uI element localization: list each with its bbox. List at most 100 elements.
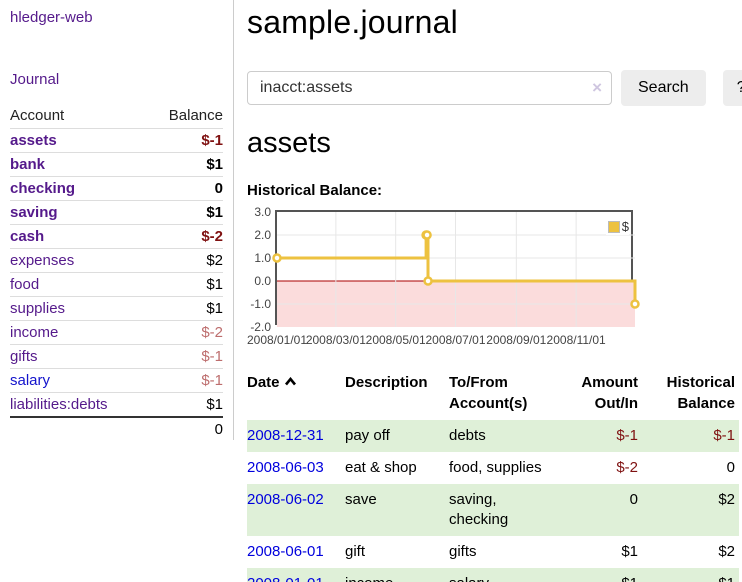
transaction-description: gift: [345, 543, 366, 560]
transaction-date-link[interactable]: 2008-06-01: [247, 543, 324, 560]
account-row: salary $-1: [10, 368, 223, 393]
account-balance: $1: [146, 272, 223, 297]
sidebar-account-link-expenses[interactable]: expenses: [10, 252, 75, 269]
account-row: supplies $1: [10, 296, 223, 321]
sidebar-account-link-food[interactable]: food: [10, 276, 40, 293]
account-balance: $1: [146, 296, 223, 321]
sidebar-account-link-income[interactable]: income: [10, 324, 59, 341]
sidebar-account-link-salary[interactable]: salary: [10, 372, 51, 389]
transaction-balance: $2: [718, 491, 735, 508]
transaction-amount: $-1: [616, 427, 638, 444]
y-tick-label: 1.0: [254, 251, 271, 265]
register-row: 2008-06-02 save saving, checking 0 $2: [247, 484, 739, 536]
accounts-header-row: Account Balance: [10, 104, 223, 129]
account-balance: $1: [146, 200, 223, 225]
sidebar-account-link-checking[interactable]: checking: [10, 180, 76, 197]
y-tick-label: 2.0: [254, 228, 271, 242]
sidebar-account-link-gifts[interactable]: gifts: [10, 348, 38, 365]
sidebar-account-link-bank[interactable]: bank: [10, 156, 46, 173]
sidebar-account-link-cash[interactable]: cash: [10, 228, 45, 245]
transaction-amount: $1: [621, 543, 638, 560]
account-balance: $1: [146, 392, 223, 417]
transaction-accounts: salary: [449, 568, 577, 582]
account-row: cash $-2: [10, 224, 223, 249]
transaction-description: save: [345, 491, 377, 508]
account-row: expenses $2: [10, 248, 223, 273]
sidebar-item-journal[interactable]: Journal: [10, 71, 60, 88]
sort-by-date-link[interactable]: Date: [247, 374, 280, 391]
chart-point: [272, 253, 282, 263]
sidebar-account-link-liabilities-debts[interactable]: liabilities:debts: [10, 396, 108, 413]
chart-point: [422, 230, 432, 240]
register-header-description: Description: [345, 374, 428, 391]
search-button[interactable]: Search: [621, 70, 706, 106]
transaction-balance: $1: [642, 568, 739, 582]
search-help-button[interactable]: ?: [722, 70, 742, 106]
register-header-account: To/From Account(s): [449, 374, 528, 412]
x-tick-label: 2008/09/01: [486, 333, 547, 347]
account-row: bank $1: [10, 152, 223, 177]
transaction-description: income: [345, 568, 449, 582]
legend-label: $: [621, 219, 629, 234]
register-row: 2008-06-03 eat & shop food, supplies $-2 0: [247, 452, 739, 484]
page-title: sample.journal: [247, 4, 458, 40]
register-header-date[interactable]: Date: [247, 370, 345, 420]
accounts-header-balance: Balance: [168, 107, 223, 124]
transaction-balance: 0: [726, 459, 735, 476]
search-input[interactable]: [247, 71, 612, 105]
transaction-accounts: debts: [449, 427, 486, 444]
y-tick-label: 0.0: [254, 274, 271, 288]
transaction-description: eat & shop: [345, 459, 417, 476]
accounts-total-spacer: [10, 416, 147, 441]
register-header-amount: Amount Out/In: [581, 374, 638, 412]
chart-title: Historical Balance:: [247, 182, 383, 199]
transaction-balance: $-1: [713, 427, 735, 444]
x-tick-label: 2008/03/01: [305, 333, 366, 347]
transaction-date-link[interactable]: 2008-06-02: [247, 491, 324, 508]
register-header-balance: Historical Balance: [666, 374, 735, 412]
account-row: liabilities:debts $1: [10, 392, 223, 417]
account-row: assets $-1: [10, 128, 223, 153]
transaction-amount: $1: [577, 568, 642, 582]
transaction-accounts: food, supplies: [449, 459, 542, 476]
accounts-table: Account Balance assets $-1 bank $1 checking 0…: [10, 104, 223, 441]
transaction-amount: 0: [629, 491, 638, 508]
chart-point: [423, 276, 433, 286]
sidebar-account-link-saving[interactable]: saving: [10, 204, 58, 221]
account-balance: $-1: [146, 128, 223, 153]
transaction-date-link[interactable]: 2008-01-01: [247, 575, 324, 582]
legend-swatch-icon: [607, 220, 620, 233]
accounts-header-account: Account: [10, 107, 65, 124]
x-tick-label: 2008/07/01: [425, 333, 486, 347]
transaction-date-link[interactable]: 2008-06-03: [247, 459, 324, 476]
x-tick-label: 2008/11/01: [546, 333, 606, 347]
transaction-accounts: gifts: [449, 543, 477, 560]
register-table: Date Description To/From Account(s) Amou…: [247, 370, 739, 582]
y-tick-label: -1.0: [250, 297, 271, 311]
chart-plot-area: $: [272, 210, 640, 327]
account-balance: 0: [146, 176, 223, 201]
transaction-description: pay off: [345, 427, 390, 444]
balance-chart: 3.0 2.0 1.0 0.0 -1.0 -2.0 $ 2008/01/01 2008/03…: [246, 205, 739, 353]
sort-ascending-caret-up-icon: [284, 376, 296, 386]
transaction-date-link[interactable]: 2008-12-31: [247, 427, 324, 444]
search-bar: × Search ?: [247, 70, 742, 106]
balance-chart-svg: [272, 212, 640, 327]
account-balance: $1: [146, 152, 223, 177]
register-row: 2008-06-01 gift gifts $1 $2: [247, 536, 739, 568]
register-row: 2008-12-31 pay off debts $-1 $-1: [247, 420, 739, 452]
sidebar-account-link-assets[interactable]: assets: [10, 132, 57, 149]
account-balance: $-2: [146, 320, 223, 345]
sidebar-account-link-supplies[interactable]: supplies: [10, 300, 66, 317]
register-row: 2008-01-01incomesalary$1$1: [247, 568, 739, 582]
x-tick-label: 2008/01/01: [246, 333, 308, 347]
account-balance: $-1: [146, 344, 223, 369]
account-row: gifts $-1: [10, 344, 223, 369]
sidebar: hledger-web Journal Account Balance asse…: [0, 0, 234, 441]
app-brand-link[interactable]: hledger-web: [10, 9, 93, 26]
account-row: saving $1: [10, 200, 223, 225]
chart-legend: $: [605, 218, 629, 235]
clear-search-icon[interactable]: ×: [592, 78, 602, 97]
account-row: income $-2: [10, 320, 223, 345]
transaction-balance: $2: [718, 543, 735, 560]
